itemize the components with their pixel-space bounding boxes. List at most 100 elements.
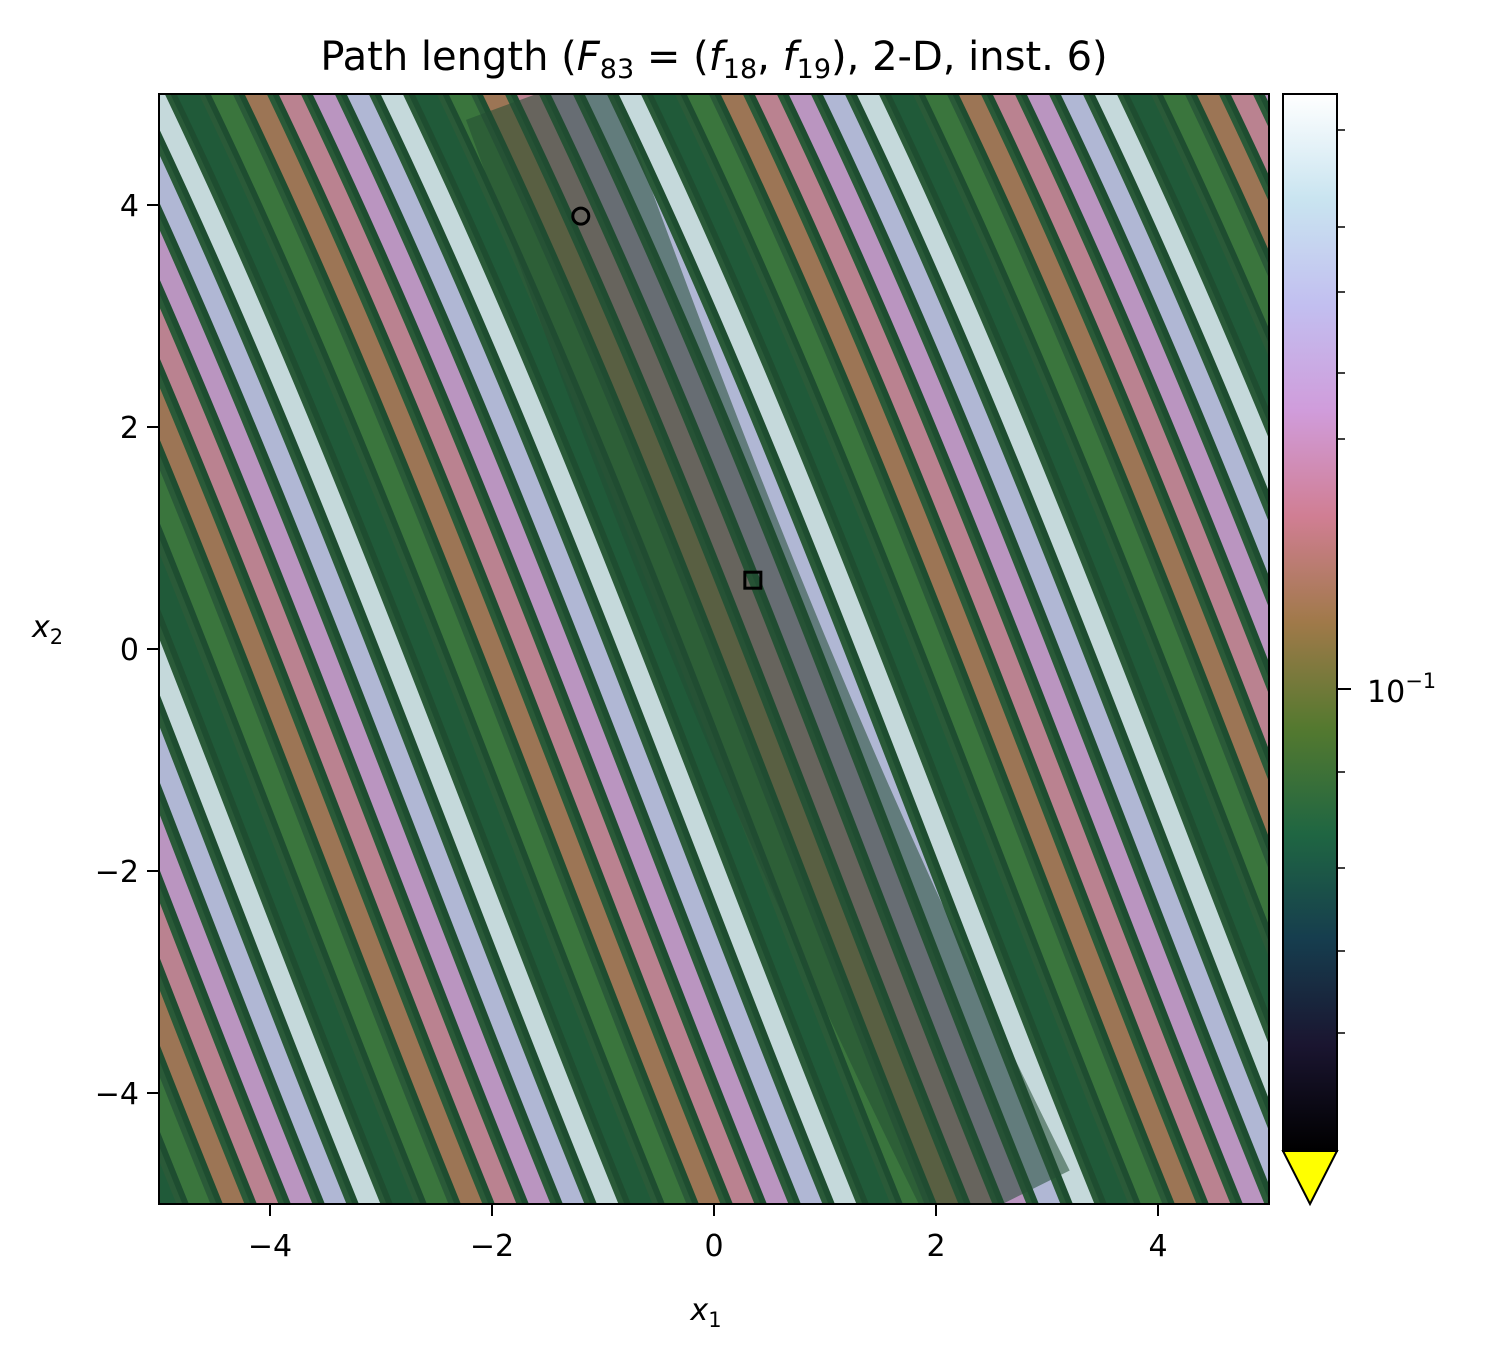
- plot-area: [0, 74, 1493, 1244]
- heatmap-stripe-dark: [204, 94, 665, 1204]
- y-tick-label: 0: [120, 633, 139, 668]
- heatmap-stripe: [159, 385, 483, 1204]
- heatmap-stripe: [244, 94, 721, 1204]
- heatmap-stripe: [380, 94, 857, 1204]
- x-tick-label: 4: [1148, 1229, 1167, 1264]
- title-F: F: [577, 34, 601, 80]
- heatmap-stripe: [159, 988, 245, 1204]
- heatmap-stripe: [159, 305, 517, 1204]
- heatmap-stripe-dark: [1320, 74, 1493, 1244]
- title-f1-sub: 18: [723, 54, 757, 85]
- heatmap-stripe: [1060, 94, 1269, 577]
- heatmap-stripe-dark: [1088, 94, 1269, 508]
- heatmap-stripe: [0, 74, 12, 1244]
- heatmap-stripe: [159, 812, 313, 1204]
- title-eq: = (: [634, 34, 709, 80]
- heatmap-stripe: [159, 552, 415, 1204]
- heatmap-stripe: [924, 94, 1269, 926]
- heatmap-stripe-dark: [782, 94, 1243, 1204]
- heatmap-stripe-dark: [159, 277, 529, 1204]
- title-comma: ,: [757, 34, 782, 80]
- title-f2-sub: 19: [797, 54, 831, 85]
- heatmap-stripe-dark: [159, 1043, 223, 1204]
- x-axis-label-base: x: [689, 1293, 708, 1328]
- heatmap-stripe: [686, 94, 1163, 1204]
- heatmap-stripe-dark: [1354, 74, 1493, 1244]
- heatmap-stripe: [159, 468, 449, 1204]
- heatmap-stripe: [1162, 94, 1269, 329]
- heatmap-stripe: [1230, 94, 1269, 176]
- heatmap-stripe-dark: [1190, 94, 1269, 266]
- heatmap-stripe-dark: [0, 74, 100, 1244]
- heatmap-stripe: [1402, 74, 1493, 1244]
- heatmap-stripe: [0, 74, 46, 1244]
- markers: [571, 206, 763, 590]
- heatmap-stripe: [159, 228, 551, 1204]
- heatmap-stripe: [159, 638, 381, 1204]
- colorbar-tick-label: 10−1: [1367, 669, 1436, 710]
- x-tick-label: 0: [704, 1229, 723, 1264]
- heatmap-stripe: [1436, 74, 1493, 1244]
- heatmap-stripe-dark: [646, 94, 1107, 1204]
- heatmap-stripe-dark: [374, 94, 835, 1204]
- colorbar-minor-ticks: [1337, 129, 1345, 1034]
- heatmap-stripe: [720, 94, 1197, 1204]
- heatmap-stripe: [0, 74, 80, 1244]
- heatmap-stripe-dark: [918, 94, 1269, 942]
- heatmap-stripe-dark: [159, 521, 427, 1204]
- heatmap-stripe: [754, 94, 1231, 1204]
- heatmap-stripe-dark: [986, 94, 1269, 767]
- heatmap-stripe: [1334, 74, 1493, 1244]
- y-axis-label-base: x: [31, 610, 50, 645]
- heatmap-stripe-dark: [0, 74, 66, 1244]
- heatmap-stripe-dark: [0, 74, 168, 1244]
- heatmap-stripes: [0, 74, 1493, 1244]
- heatmap-stripe: [788, 94, 1265, 1204]
- x-axis-label: x1: [689, 1293, 721, 1332]
- colorbar: 10−1: [1281, 93, 1436, 1207]
- title-prefix: Path length (: [320, 34, 576, 80]
- heatmap-stripe-dark: [1122, 94, 1269, 425]
- y-tick-label: −2: [95, 855, 139, 890]
- heatmap-stripe-dark: [340, 94, 801, 1204]
- heatmap-stripe: [159, 725, 347, 1204]
- heatmap-stripe-dark: [748, 94, 1209, 1204]
- y-tick-label: −4: [95, 1077, 139, 1112]
- heatmap-stripe-dark: [0, 74, 32, 1244]
- heatmap-stripe: [0, 74, 114, 1244]
- heatmap-stripe-dark: [159, 693, 359, 1204]
- heatmap-stripe: [958, 94, 1269, 838]
- heatmap-stripe-dark: [714, 94, 1175, 1204]
- colorbar-bar: [1282, 93, 1338, 1152]
- heatmap-stripe: [822, 94, 1269, 1185]
- heatmap-stripe-dark: [159, 201, 563, 1204]
- heatmap-stripe-dark: [159, 606, 393, 1204]
- title-suffix: ), 2-D, inst. 6): [831, 34, 1108, 80]
- heatmap-stripe-dark: [1156, 94, 1269, 344]
- colorbar-under-extension: [1281, 1150, 1339, 1207]
- heatmap-stripe-dark: [1388, 74, 1493, 1244]
- heatmap-stripe-dark: [1054, 94, 1269, 593]
- heatmap-stripe-dark: [159, 956, 257, 1204]
- heatmap-stripe-dark: [170, 94, 631, 1204]
- heatmap-stripe: [890, 94, 1269, 1013]
- y-axis: −4 −2 0 2 4: [95, 189, 159, 1112]
- heatmap-stripe-dark: [1020, 94, 1269, 679]
- x-tick-label: 2: [926, 1229, 945, 1264]
- chart-title: Path length (F83 = (f18, f19), 2-D, inst…: [320, 34, 1107, 85]
- heatmap-stripe-dark: [306, 94, 767, 1204]
- heatmap-stripe: [210, 94, 687, 1204]
- heatmap-stripe: [1026, 94, 1269, 663]
- marker-circle: [571, 206, 591, 226]
- heatmap-stripe-dark: [272, 94, 733, 1204]
- heatmap-stripe: [159, 1160, 177, 1204]
- title-F-sub: 83: [600, 54, 634, 85]
- heatmap-stripe: [414, 94, 891, 1204]
- y-tick-label: 4: [120, 189, 139, 224]
- marker-square: [743, 570, 763, 590]
- heatmap-stripe-dark: [850, 94, 1269, 1116]
- heatmap-stripe-dark: [159, 127, 597, 1204]
- heatmap-central-band: [465, 94, 1070, 1204]
- heatmap-stripe: [992, 94, 1269, 750]
